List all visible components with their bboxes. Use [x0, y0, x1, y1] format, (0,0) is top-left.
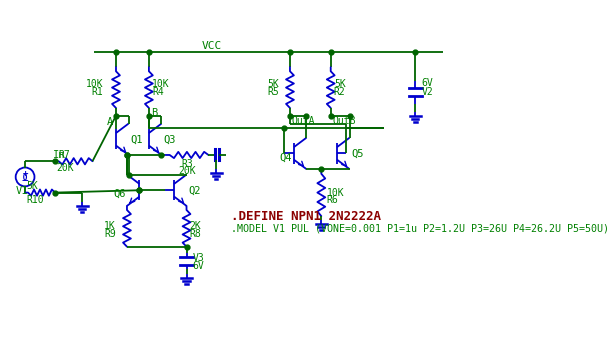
Text: .MODEL V1 PUL (VONE=0.001 P1=1u P2=1.2U P3=26U P4=26.2U P5=50U): .MODEL V1 PUL (VONE=0.001 P1=1u P2=1.2U … [231, 224, 609, 234]
Text: R5: R5 [267, 87, 279, 97]
Text: V1: V1 [16, 186, 28, 196]
Text: R10: R10 [27, 195, 44, 204]
Text: R1: R1 [92, 87, 103, 97]
Text: V3: V3 [193, 253, 204, 263]
Text: 5K: 5K [334, 80, 346, 90]
Text: 2K: 2K [190, 221, 201, 231]
Text: Q1: Q1 [130, 134, 143, 144]
Text: R2: R2 [334, 87, 346, 97]
Text: R7: R7 [58, 150, 70, 160]
Text: V2: V2 [422, 87, 433, 97]
Text: R4: R4 [152, 87, 164, 97]
Text: 10K: 10K [152, 80, 170, 90]
Text: .DEFINE NPN1 2N2222A: .DEFINE NPN1 2N2222A [231, 210, 381, 222]
Text: Q2: Q2 [188, 185, 201, 195]
Text: OutA: OutA [291, 116, 315, 126]
Text: 5K: 5K [27, 181, 39, 191]
Text: 10K: 10K [327, 188, 345, 198]
Text: A: A [106, 117, 113, 127]
Text: B: B [151, 108, 157, 118]
Text: R6: R6 [327, 195, 338, 206]
Text: In: In [53, 150, 66, 160]
Text: R3: R3 [181, 160, 193, 170]
Text: 1K: 1K [104, 221, 116, 231]
Text: −: − [21, 176, 28, 186]
Text: 20K: 20K [178, 166, 196, 176]
Text: OutB: OutB [332, 116, 356, 126]
Text: Q5: Q5 [351, 148, 364, 158]
Text: +: + [23, 169, 28, 177]
Text: Q4: Q4 [280, 152, 293, 162]
Text: 6V: 6V [193, 261, 204, 271]
Text: 6V: 6V [422, 78, 433, 88]
Text: R8: R8 [190, 229, 201, 239]
Text: R9: R9 [104, 229, 116, 239]
Text: VCC: VCC [201, 41, 222, 51]
Text: 20K: 20K [56, 163, 74, 173]
Text: Q3: Q3 [163, 134, 176, 144]
Text: 5K: 5K [267, 80, 279, 90]
Text: Q6: Q6 [113, 189, 125, 199]
Text: 10K: 10K [86, 80, 103, 90]
